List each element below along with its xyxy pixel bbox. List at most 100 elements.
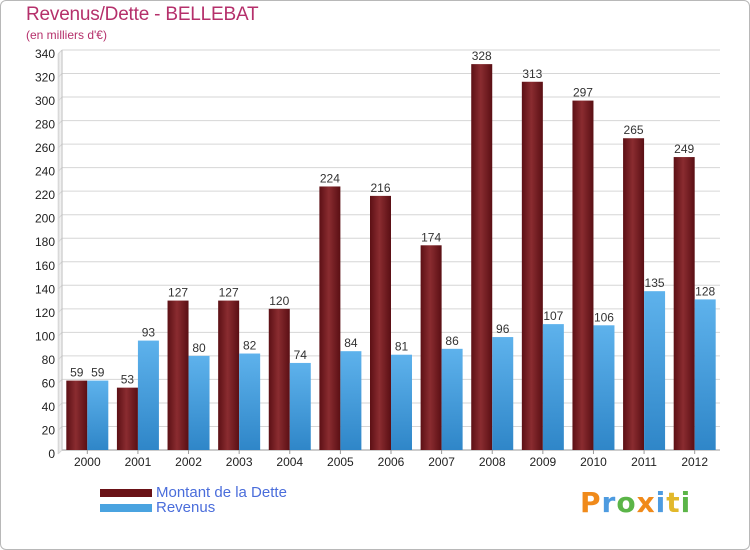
y-tick-label: 160 bbox=[35, 259, 55, 273]
legend-swatch-revenus bbox=[100, 504, 152, 512]
data-label-dette: 53 bbox=[121, 373, 135, 387]
x-tick-label: 2004 bbox=[276, 455, 303, 469]
y-tick-label: 20 bbox=[42, 423, 56, 437]
data-label-revenus: 135 bbox=[645, 276, 665, 290]
y-tick-label: 120 bbox=[35, 306, 55, 320]
bar-dette bbox=[66, 380, 88, 450]
data-label-revenus: 93 bbox=[142, 326, 156, 340]
logo-letter: o bbox=[616, 486, 637, 519]
data-label-revenus: 107 bbox=[543, 309, 563, 323]
y-tick-label: 300 bbox=[35, 94, 55, 108]
x-tick-label: 2003 bbox=[226, 455, 253, 469]
y-gridline-side bbox=[57, 261, 63, 267]
x-tick-label: 2010 bbox=[580, 455, 607, 469]
data-label-revenus: 81 bbox=[395, 340, 409, 354]
data-label-revenus: 82 bbox=[243, 339, 257, 353]
y-gridline-side bbox=[57, 96, 63, 102]
data-label-dette: 328 bbox=[472, 49, 492, 63]
x-tick-label: 2001 bbox=[125, 455, 152, 469]
legend-swatch-debt bbox=[100, 489, 152, 497]
bar-revenus bbox=[593, 325, 615, 450]
bar-dette bbox=[471, 64, 493, 450]
y-gridline-side bbox=[57, 402, 63, 408]
y-tick-label: 200 bbox=[35, 212, 55, 226]
data-label-dette: 265 bbox=[624, 123, 644, 137]
bar-revenus bbox=[137, 340, 159, 450]
x-tick-label: 2002 bbox=[175, 455, 202, 469]
y-tick-label: 180 bbox=[35, 235, 55, 249]
legend-label-debt: Montant de la Dette bbox=[156, 484, 287, 501]
y-tick-label: 80 bbox=[42, 353, 56, 367]
y-tick-label: 100 bbox=[35, 329, 55, 343]
y-gridline-side bbox=[57, 331, 63, 337]
y-gridline-side bbox=[57, 120, 63, 125]
chart-title: Revenus/Dette - BELLEBAT bbox=[26, 4, 259, 25]
bar-dette bbox=[319, 186, 341, 450]
data-label-revenus: 80 bbox=[192, 341, 206, 355]
y-gridline-side bbox=[57, 214, 63, 220]
proxiti-logo: Proxiti bbox=[580, 486, 691, 519]
y-tick-label: 0 bbox=[48, 447, 55, 461]
y-gridline-side bbox=[57, 49, 63, 55]
x-tick-label: 2000 bbox=[74, 455, 101, 469]
y-tick-label: 260 bbox=[35, 141, 55, 155]
y-gridline-side bbox=[57, 379, 63, 384]
y-gridline-side bbox=[57, 308, 63, 314]
bar-revenus bbox=[492, 337, 514, 450]
y-tick-label: 220 bbox=[35, 188, 55, 202]
data-label-dette: 127 bbox=[168, 286, 188, 300]
data-label-revenus: 59 bbox=[91, 366, 105, 380]
bar-dette bbox=[673, 157, 695, 450]
x-tick-label: 2012 bbox=[681, 455, 708, 469]
x-tick-label: 2009 bbox=[529, 455, 556, 469]
data-label-dette: 127 bbox=[219, 286, 239, 300]
bar-dette bbox=[268, 308, 290, 450]
x-tick-label: 2007 bbox=[428, 455, 455, 469]
data-label-revenus: 96 bbox=[496, 322, 510, 336]
data-label-revenus: 84 bbox=[344, 336, 358, 350]
bar-revenus bbox=[644, 291, 666, 450]
bar-dette bbox=[116, 387, 138, 450]
data-label-dette: 297 bbox=[573, 86, 593, 100]
y-tick-label: 340 bbox=[35, 47, 55, 61]
bar-revenus bbox=[289, 362, 311, 450]
bar-dette bbox=[218, 300, 240, 450]
data-label-dette: 216 bbox=[370, 181, 390, 195]
y-gridline-side bbox=[57, 355, 63, 361]
data-label-revenus: 86 bbox=[445, 334, 459, 348]
bar-dette bbox=[370, 195, 391, 450]
logo-letter: P bbox=[580, 486, 602, 519]
bar-dette bbox=[167, 300, 189, 450]
bar-revenus bbox=[391, 354, 412, 450]
data-label-dette: 59 bbox=[70, 366, 84, 380]
logo-letter: r bbox=[601, 486, 617, 519]
x-tick-label: 2005 bbox=[327, 455, 354, 469]
data-label-dette: 249 bbox=[674, 142, 694, 156]
bar-revenus bbox=[441, 348, 463, 450]
y-gridline-side bbox=[57, 449, 63, 455]
bar-dette bbox=[572, 100, 594, 451]
y-gridline-side bbox=[57, 167, 63, 173]
bar-revenus bbox=[340, 351, 362, 450]
bar-revenus bbox=[239, 353, 261, 450]
data-label-dette: 224 bbox=[320, 171, 340, 185]
bar-dette bbox=[623, 138, 645, 450]
y-gridline-side bbox=[57, 143, 63, 149]
y-tick-label: 140 bbox=[35, 282, 55, 296]
data-label-revenus: 128 bbox=[695, 284, 715, 298]
data-label-dette: 120 bbox=[269, 294, 289, 308]
y-gridline-side bbox=[57, 426, 63, 431]
chart-subtitle: (en milliers d'€) bbox=[26, 28, 107, 42]
y-gridline-side bbox=[57, 284, 63, 290]
plot-side-wall bbox=[57, 49, 63, 455]
y-gridline-side bbox=[57, 73, 63, 78]
y-tick-label: 60 bbox=[42, 376, 56, 390]
y-gridline-side bbox=[57, 190, 63, 196]
data-label-revenus: 74 bbox=[294, 348, 308, 362]
y-tick-label: 320 bbox=[35, 71, 55, 85]
bar-revenus bbox=[694, 299, 716, 450]
bar-revenus bbox=[542, 324, 564, 450]
logo-letter: t bbox=[666, 486, 681, 519]
data-label-dette: 313 bbox=[522, 67, 542, 81]
